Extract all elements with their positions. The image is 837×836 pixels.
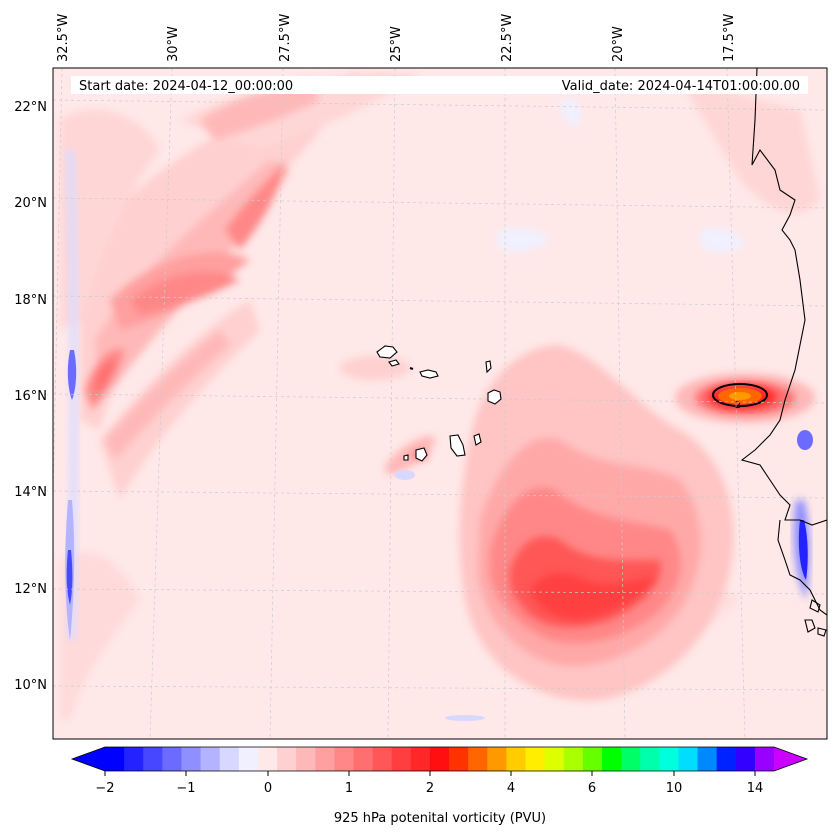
colorbar-bin [143, 747, 163, 771]
island-sao-nicolau [419, 369, 439, 379]
colorbar-arrow-left [72, 747, 105, 771]
lon-label-22-5w: 22.5°W [500, 14, 515, 62]
contour-2pvu [712, 383, 768, 407]
colorbar-bin [678, 747, 698, 771]
lon-label-30w: 30°W [166, 26, 181, 62]
colorbar-bin [238, 747, 259, 771]
colorbar-bin [449, 747, 469, 771]
lon-label-27-5w: 27.5°W [278, 14, 293, 62]
date-header: Start date: 2024-04-12_00:00:00 Valid_da… [71, 76, 808, 94]
colorbar-bin [582, 747, 603, 771]
colorbar-bin [334, 747, 354, 771]
colorbar-bin [621, 747, 641, 771]
lat-label-14n: 14°N [14, 485, 47, 500]
cb-tick-neg1: −1 [176, 781, 195, 796]
colorbar-bin [754, 747, 775, 771]
cb-tick-6: 6 [588, 781, 596, 796]
colorbar-bin [716, 747, 737, 771]
colorbar-bin [487, 747, 507, 771]
colorbar-bin [162, 747, 182, 771]
colorbar-bin [124, 747, 144, 771]
lat-label-22n: 22°N [14, 100, 47, 115]
lat-label-18n: 18°N [14, 293, 47, 308]
map-frame [52, 67, 828, 740]
colorbar: −2 −1 0 1 2 4 6 10 14 925 hPa potenital … [70, 746, 809, 826]
lon-label-20w: 20°W [611, 26, 626, 62]
colorbar-bin [391, 747, 412, 771]
pv-negative-streak [65, 99, 813, 721]
island-santo-antao [376, 345, 398, 359]
coastlines [740, 68, 827, 637]
map-panel: 2 [14, 14, 828, 740]
colorbar-bin [277, 747, 297, 771]
island-santiago [449, 434, 466, 457]
colorbar-bins [105, 747, 775, 771]
colorbar-bin [200, 747, 221, 771]
colorbar-bin [640, 747, 660, 771]
colorbar-ticks: −2 −1 0 1 2 4 6 10 14 [95, 771, 763, 796]
colorbar-bin [429, 747, 450, 771]
island-sal [485, 360, 492, 374]
cb-tick-14: 14 [747, 781, 764, 796]
colorbar-bin [105, 747, 125, 771]
island-fogo [415, 447, 428, 462]
cb-tick-4: 4 [507, 781, 515, 796]
colorbar-bin [257, 747, 278, 771]
colorbar-bin [544, 747, 565, 771]
cb-tick-10: 10 [666, 781, 683, 796]
graticule [53, 68, 827, 739]
colorbar-bin [468, 747, 488, 771]
latitude-labels: 22°N 20°N 18°N 16°N 14°N 12°N 10°N [14, 100, 47, 693]
cb-tick-1: 1 [345, 781, 353, 796]
colorbar-bin [315, 747, 335, 771]
africa-coast [740, 68, 827, 526]
cb-tick-2: 2 [426, 781, 434, 796]
contour-label: 2 [735, 400, 741, 411]
valid-date-label: Valid_date: 2024-04-14T01:00:00.00 [562, 79, 800, 94]
colorbar-title: 925 hPa potenital vorticity (PVU) [334, 811, 546, 826]
pv-east-maximum: 2 [675, 373, 815, 423]
island-boa-vista [487, 389, 502, 405]
islands [376, 345, 502, 462]
colorbar-bin [601, 747, 622, 771]
lon-label-17-5w: 17.5°W [722, 14, 737, 62]
start-date-label: Start date: 2024-04-12_00:00:00 [79, 79, 293, 94]
colorbar-bin [181, 747, 201, 771]
colorbar-bin [659, 747, 679, 771]
colorbar-arrow-right [774, 747, 807, 771]
longitude-labels: 32.5°W 30°W 27.5°W 25°W 22.5°W 20°W 17.5… [56, 14, 737, 62]
lat-label-10n: 10°N [14, 678, 47, 693]
colorbar-bin [506, 747, 526, 771]
lon-label-25w: 25°W [389, 26, 404, 62]
colorbar-bin [525, 747, 546, 771]
colorbar-bin [296, 747, 316, 771]
lat-label-16n: 16°N [14, 389, 47, 404]
africa-coast-south [777, 519, 827, 616]
colorbar-bin [219, 747, 240, 771]
lat-label-12n: 12°N [14, 582, 47, 597]
lat-label-20n: 20°N [14, 196, 47, 211]
colorbar-bin [735, 747, 756, 771]
cb-tick-0: 0 [264, 781, 272, 796]
colorbar-bin [410, 747, 431, 771]
cb-tick-neg2: −2 [95, 781, 114, 796]
island-brava [403, 454, 409, 461]
colorbar-bin [372, 747, 393, 771]
island-maio [473, 433, 482, 446]
colorbar-bin [563, 747, 584, 771]
colorbar-bin [353, 747, 373, 771]
lon-label-32-5w: 32.5°W [56, 14, 71, 62]
colorbar-bin [697, 747, 718, 771]
island-sao-vicente [388, 359, 400, 367]
